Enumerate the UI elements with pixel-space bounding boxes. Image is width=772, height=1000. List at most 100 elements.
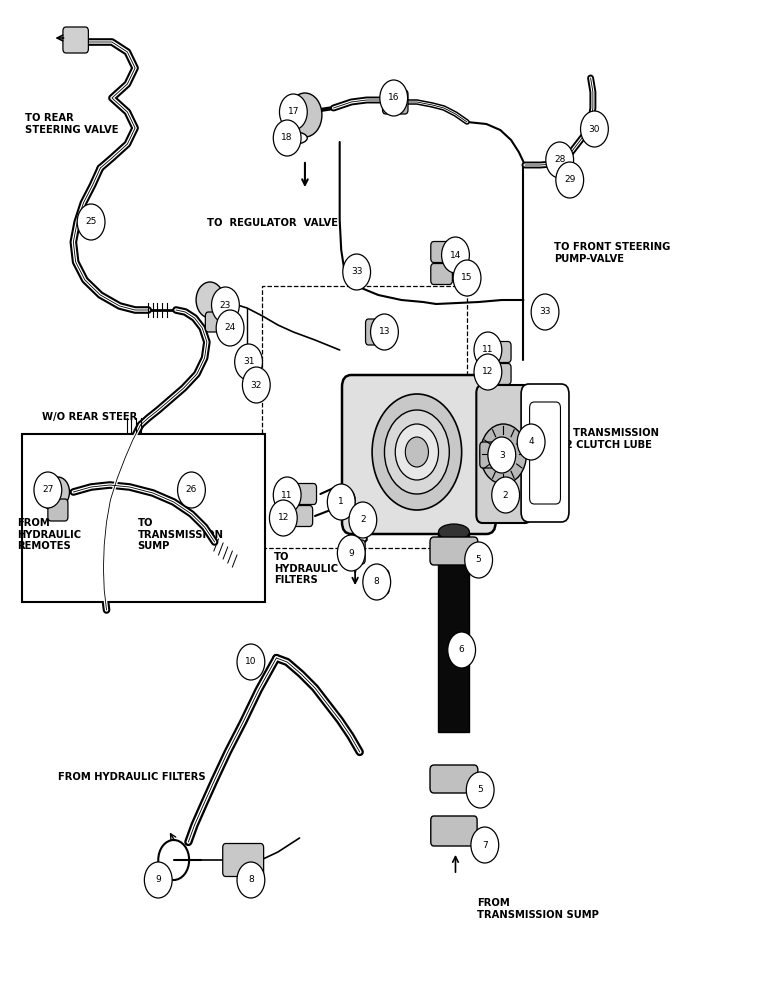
Circle shape [363,564,391,600]
Circle shape [273,477,301,513]
FancyBboxPatch shape [489,363,511,384]
Text: 31: 31 [243,358,254,366]
Text: 1: 1 [338,497,344,506]
Circle shape [216,310,244,346]
Text: 33: 33 [540,308,550,316]
Text: 5: 5 [476,556,482,564]
Circle shape [448,632,476,668]
FancyBboxPatch shape [430,537,478,565]
Text: 27: 27 [42,486,53,494]
Circle shape [212,287,239,323]
Text: 15: 15 [462,273,472,282]
Text: 4: 4 [528,438,534,446]
Circle shape [196,282,224,318]
Circle shape [442,237,469,273]
Text: TO
HYDRAULIC
FILTERS: TO HYDRAULIC FILTERS [274,552,338,585]
Text: TO
TRANSMISSION
SUMP: TO TRANSMISSION SUMP [137,518,223,551]
Circle shape [546,142,574,178]
Circle shape [178,472,205,508]
Circle shape [466,772,494,808]
Text: 30: 30 [589,124,600,133]
Text: TO FRONT STEERING
PUMP-VALVE: TO FRONT STEERING PUMP-VALVE [554,242,671,264]
Circle shape [34,472,62,508]
Circle shape [384,410,449,494]
FancyBboxPatch shape [222,844,263,876]
FancyBboxPatch shape [383,90,408,114]
FancyBboxPatch shape [431,241,452,262]
FancyBboxPatch shape [489,341,511,362]
Text: 13: 13 [379,328,390,336]
Circle shape [269,500,297,536]
Text: TO TRANSMISSION
C-2 CLUTCH LUBE: TO TRANSMISSION C-2 CLUTCH LUBE [554,428,659,450]
FancyBboxPatch shape [431,816,477,846]
Text: 11: 11 [482,346,493,355]
FancyBboxPatch shape [521,384,569,522]
Text: 14: 14 [450,250,461,259]
Text: 11: 11 [282,490,293,499]
Circle shape [453,260,481,296]
Text: 33: 33 [351,267,362,276]
Text: FROM
TRANSMISSION SUMP: FROM TRANSMISSION SUMP [477,898,599,920]
FancyBboxPatch shape [431,263,452,284]
Circle shape [395,424,438,480]
Circle shape [144,862,172,898]
Text: 12: 12 [278,514,289,522]
Text: 25: 25 [86,218,96,227]
Text: 29: 29 [564,176,575,184]
Text: 2: 2 [360,516,366,524]
Circle shape [474,332,502,368]
FancyBboxPatch shape [530,402,560,504]
Circle shape [474,354,502,390]
Text: 8: 8 [374,578,380,586]
Circle shape [327,484,355,520]
Circle shape [237,644,265,680]
FancyBboxPatch shape [48,499,68,521]
Circle shape [531,294,559,330]
Text: 9: 9 [155,876,161,884]
Bar [262,286,467,548]
FancyBboxPatch shape [367,570,389,594]
Text: 9: 9 [348,548,354,558]
Circle shape [471,827,499,863]
Circle shape [492,477,520,513]
Text: 10: 10 [245,658,256,666]
FancyBboxPatch shape [342,375,496,534]
Circle shape [242,367,270,403]
Circle shape [343,254,371,290]
Text: 23: 23 [220,300,231,310]
FancyBboxPatch shape [342,540,365,564]
Text: 26: 26 [186,486,197,494]
Text: FROM
HYDRAULIC
REMOTES: FROM HYDRAULIC REMOTES [17,518,81,551]
Circle shape [517,424,545,460]
Text: 6: 6 [459,646,465,654]
Circle shape [548,154,564,174]
Text: W/O REAR STEER: W/O REAR STEER [42,412,137,422]
Text: TO REAR
STEERING VALVE: TO REAR STEERING VALVE [25,113,118,135]
Circle shape [273,120,301,156]
Bar [438,532,469,732]
Circle shape [77,204,105,240]
Circle shape [405,437,428,467]
FancyBboxPatch shape [290,506,313,526]
Text: 24: 24 [225,324,235,332]
Text: 12: 12 [482,367,493,376]
Circle shape [465,542,493,578]
Text: 7: 7 [482,840,488,850]
Circle shape [288,93,322,137]
Text: 2: 2 [503,490,509,499]
FancyBboxPatch shape [430,765,478,793]
Circle shape [337,535,365,571]
Circle shape [581,111,608,147]
Text: 5: 5 [477,786,483,794]
Text: TO  REGULATOR  VALVE: TO REGULATOR VALVE [207,218,338,228]
Circle shape [372,394,462,510]
Text: 3: 3 [499,450,505,460]
Circle shape [349,502,377,538]
Circle shape [380,80,408,116]
Text: 17: 17 [288,107,299,116]
Text: 28: 28 [554,155,565,164]
Circle shape [480,424,527,484]
Circle shape [560,172,574,190]
FancyBboxPatch shape [476,385,531,523]
FancyBboxPatch shape [366,319,391,345]
